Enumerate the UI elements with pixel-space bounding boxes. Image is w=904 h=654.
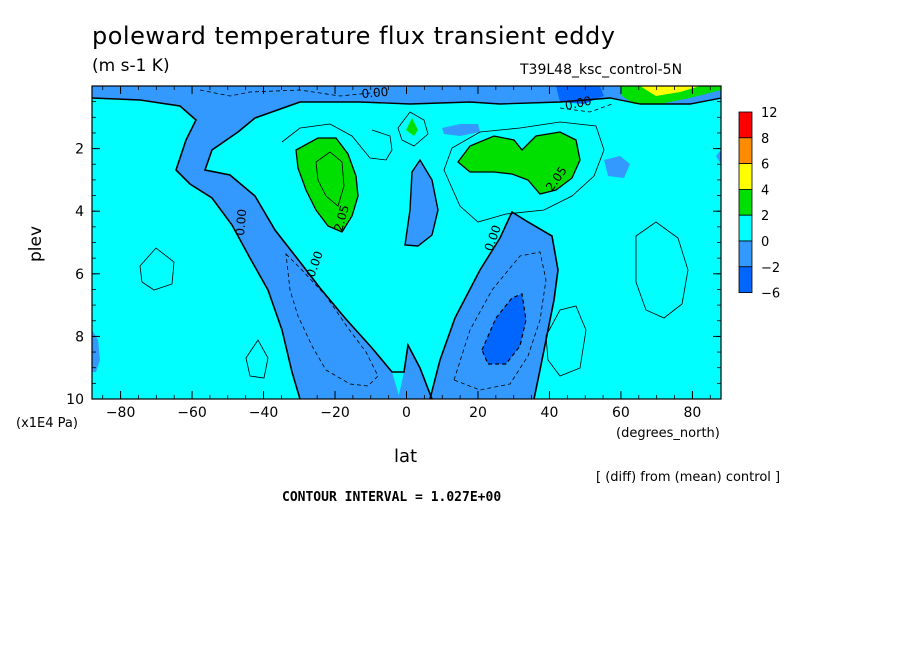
y-tick-label: 10: [66, 392, 84, 408]
x-tick-label: 0: [402, 405, 411, 421]
zero-contour-sh-inner: [203, 101, 433, 399]
x-axis-unit: (degrees_north): [616, 426, 720, 441]
colorbar-label: −6: [761, 287, 780, 302]
positive-region-top-right: [620, 86, 721, 104]
colorbar-label: 6: [761, 158, 769, 173]
dashed-contour-top: [199, 89, 381, 97]
thin-contour-sh-inner: [315, 151, 345, 207]
zero-contour-nh: [429, 210, 559, 399]
colorbar-swatch: [738, 163, 753, 190]
contour-label: 0.00: [361, 85, 389, 101]
x-tick-label: −40: [249, 405, 279, 421]
x-tick-label: 40: [541, 405, 559, 421]
contour-fills: [92, 86, 721, 399]
y-tick-label: 8: [75, 329, 84, 345]
chart-title: poleward temperature flux transient eddy: [92, 22, 616, 50]
colorbar-swatch: [738, 111, 753, 139]
x-tick-label: 80: [683, 405, 701, 421]
colorbar-swatch: [738, 137, 753, 165]
dashed-contour-top-right: [559, 103, 613, 113]
contour-label: 2.05: [331, 203, 351, 232]
negative-region-small-1: [442, 124, 480, 136]
thin-contour-left-1: [139, 247, 175, 291]
x-axis-label: lat: [394, 446, 418, 467]
zero-contour-top: [300, 97, 721, 105]
dashed-contour-nh: [453, 251, 547, 391]
diff-note: [ (diff) from (mean) control ]: [596, 470, 781, 485]
y-tick-label: 2: [75, 142, 84, 158]
run-name: T39L48_ksc_control-5N: [520, 62, 683, 78]
chart-units: (m s-1 K): [92, 56, 170, 76]
colorbar-label: 12: [761, 106, 778, 121]
positive-region-sh: [296, 138, 358, 232]
negative-region-eq-tongue: [405, 160, 438, 246]
contour-label: 0.00: [564, 94, 593, 113]
contour-lines: [92, 89, 721, 399]
x-tick-label: −20: [320, 405, 350, 421]
colorbar-label: 0: [761, 235, 769, 250]
thin-contour-right: [635, 221, 689, 319]
zero-contour-sh: [92, 97, 301, 399]
negative-region-right-edge: [716, 150, 721, 164]
positive-contour-sh: [295, 137, 359, 233]
x-tick-label: −80: [106, 405, 136, 421]
colorbar-swatch: [738, 214, 753, 242]
y-axis-label: plev: [26, 225, 46, 262]
strong-negative-region-nh: [482, 294, 526, 364]
positive-region-nh: [458, 132, 580, 194]
y-axis-unit: (x1E4 Pa): [16, 416, 78, 431]
x-tick-label: 60: [612, 405, 630, 421]
y-tick-label: 6: [75, 267, 84, 283]
colorbar-label: 4: [761, 183, 769, 198]
x-tick-label: 20: [469, 405, 487, 421]
positive-region-small: [406, 118, 418, 136]
thin-contour-left-2: [245, 339, 269, 379]
colorbar: 12 8 6 4 2 0 −2 −6: [738, 106, 780, 302]
thin-contour-sh-outer: [281, 123, 393, 161]
strong-positive-region-top-right: [640, 86, 700, 96]
colorbar-swatch: [738, 240, 753, 268]
colorbar-label: 2: [761, 209, 769, 224]
zero-contour-eq: [404, 158, 439, 247]
positive-contour-nh: [457, 131, 581, 195]
negative-region-small-2: [604, 156, 630, 178]
dashed-contour-sh: [285, 252, 379, 387]
colorbar-swatch: [738, 188, 753, 216]
y-tick-label: 4: [75, 204, 84, 220]
contour-interval: CONTOUR INTERVAL = 1.027E+00: [282, 490, 502, 505]
x-tick-label: −60: [177, 405, 207, 421]
thin-contour-right-2: [545, 305, 587, 377]
thin-contour-nh-outer: [443, 121, 605, 223]
x-axis: −80 −60 −40 −20 0 20 40 60 80: [102, 86, 711, 421]
dashed-contour-nh-inner: [481, 293, 527, 365]
colorbar-label: 8: [761, 132, 769, 147]
colorbar-label: −2: [761, 261, 780, 276]
negative-region-left-edge: [92, 330, 100, 372]
contour-label: 0.00: [233, 208, 249, 236]
negative-region-nh: [430, 212, 558, 399]
colorbar-swatch: [738, 266, 753, 293]
y-axis: 2 4 6 8 10: [66, 101, 721, 408]
thin-contour-eq-small: [397, 111, 429, 147]
